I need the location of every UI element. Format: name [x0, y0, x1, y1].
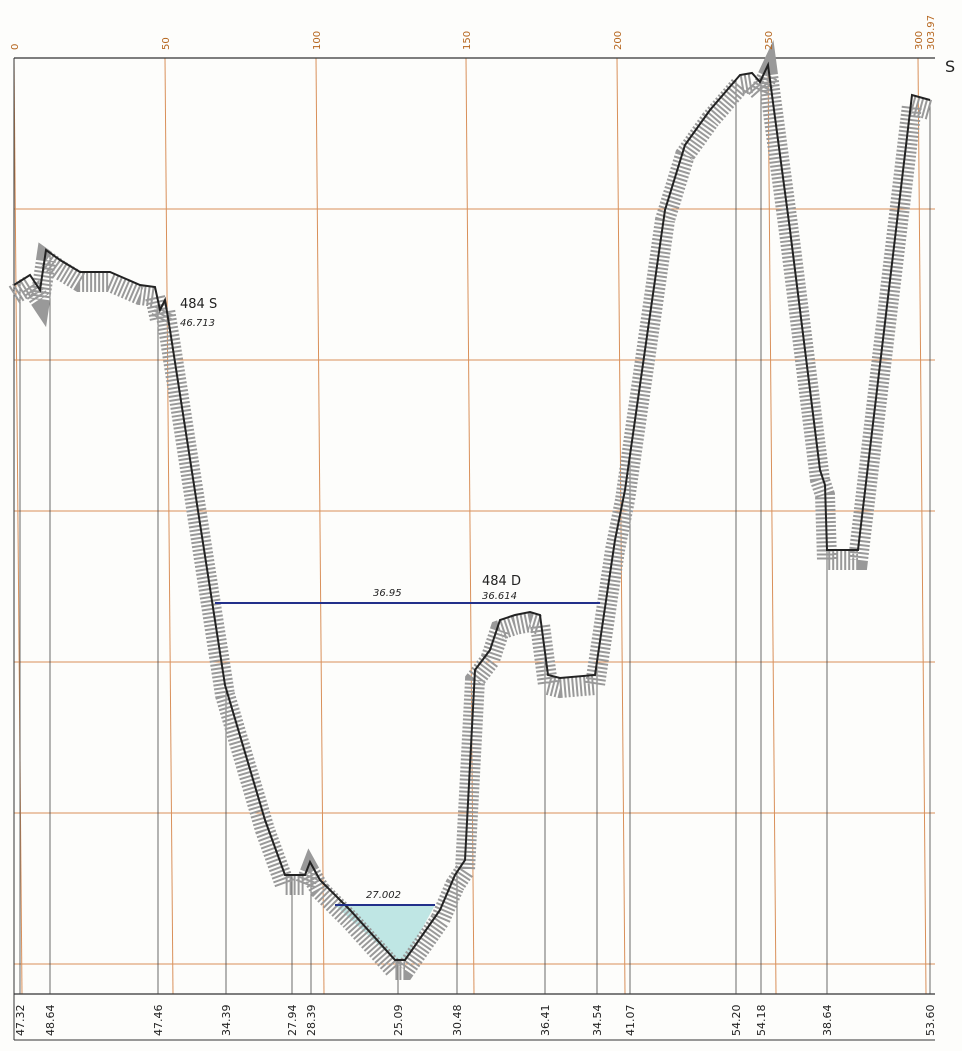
elevation-label: 53.60: [924, 1005, 937, 1037]
point-elevation: 36.614: [482, 591, 517, 602]
grid-vertical: [465, 57, 475, 995]
elevation-label: 27.94: [286, 1005, 299, 1037]
scale-label: 50: [161, 37, 172, 50]
scale-label: 100: [312, 31, 323, 50]
elevation-label: 28.39: [305, 1005, 318, 1037]
grid-vertical: [164, 57, 174, 995]
grid-vertical: [315, 57, 325, 995]
grid-vertical: [767, 57, 777, 995]
labels: 0 50 100 150 200 250 300 303.97 47.32 48.64 47.46 3…: [10, 15, 937, 1036]
point-name: 484 S: [180, 297, 217, 312]
elevation-label: 47.32: [14, 1005, 27, 1037]
elevation-label: 36.41: [539, 1005, 552, 1037]
scale-label: 150: [462, 31, 473, 50]
elevation-label: 25.09: [392, 1005, 405, 1037]
elevation-label: 34.54: [591, 1005, 604, 1037]
point-name: 484 D: [482, 574, 521, 589]
elevation-label: 34.39: [220, 1005, 233, 1037]
water-level: 36.95: [373, 588, 402, 599]
elevation-label: 30.48: [451, 1005, 464, 1037]
scale-label: 250: [764, 31, 775, 50]
ground-profile: [13, 61, 931, 961]
side-label: S: [945, 57, 955, 76]
elevation-label: 41.07: [624, 1005, 637, 1037]
elevation-label: 54.20: [730, 1005, 743, 1037]
elevation-label: 38.64: [821, 1005, 834, 1037]
elevation-label: 48.64: [44, 1005, 57, 1037]
scale-label: 0: [10, 44, 21, 50]
low-water-level: 27.002: [366, 890, 401, 901]
grid-vertical: [13, 57, 23, 995]
grid-vertical: [917, 57, 927, 995]
scale-label: 303.97: [926, 15, 937, 50]
water: [335, 905, 435, 960]
scale-label: 300: [914, 31, 925, 50]
point-elevation: 46.713: [180, 318, 215, 329]
elevation-label: 54.18: [755, 1005, 768, 1037]
elevation-label: 47.46: [152, 1005, 165, 1037]
station-lines: [19, 79, 931, 994]
scale-label: 200: [613, 31, 624, 50]
